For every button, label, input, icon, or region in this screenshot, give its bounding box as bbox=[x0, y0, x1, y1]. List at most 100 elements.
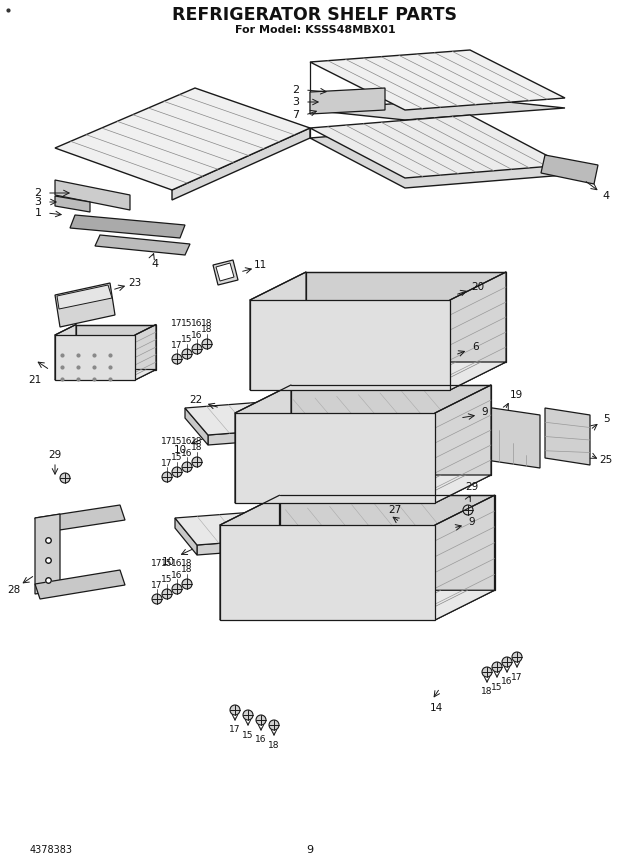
Text: 18: 18 bbox=[191, 437, 203, 447]
Text: 10: 10 bbox=[161, 557, 175, 567]
Circle shape bbox=[463, 505, 473, 515]
Circle shape bbox=[162, 472, 172, 482]
Polygon shape bbox=[235, 475, 491, 503]
Text: 18: 18 bbox=[191, 443, 203, 453]
Text: 17: 17 bbox=[161, 459, 173, 468]
Polygon shape bbox=[197, 525, 462, 555]
Circle shape bbox=[162, 589, 172, 599]
Circle shape bbox=[152, 594, 162, 604]
Text: 2: 2 bbox=[35, 188, 42, 198]
Text: 18: 18 bbox=[268, 740, 280, 749]
Circle shape bbox=[492, 662, 502, 672]
Text: 17: 17 bbox=[151, 560, 162, 568]
Text: 22: 22 bbox=[189, 395, 203, 405]
Polygon shape bbox=[310, 88, 385, 114]
Text: 9: 9 bbox=[469, 517, 476, 527]
Circle shape bbox=[172, 467, 182, 477]
Text: 18: 18 bbox=[202, 319, 213, 327]
Text: 21: 21 bbox=[29, 375, 42, 385]
Text: 16: 16 bbox=[181, 437, 193, 447]
Polygon shape bbox=[435, 385, 491, 503]
Text: 6: 6 bbox=[472, 342, 479, 352]
Text: 5: 5 bbox=[603, 414, 609, 424]
Polygon shape bbox=[172, 128, 310, 200]
Circle shape bbox=[182, 579, 192, 589]
Circle shape bbox=[192, 457, 202, 467]
Text: 3: 3 bbox=[35, 197, 42, 207]
Polygon shape bbox=[250, 300, 450, 390]
Text: 1: 1 bbox=[35, 208, 42, 218]
Polygon shape bbox=[435, 495, 495, 620]
Circle shape bbox=[502, 657, 512, 667]
Text: 15: 15 bbox=[161, 575, 173, 585]
Text: 18: 18 bbox=[202, 325, 213, 335]
Text: 15: 15 bbox=[181, 336, 193, 344]
Text: 3: 3 bbox=[293, 97, 299, 107]
Polygon shape bbox=[35, 570, 125, 599]
Text: 19: 19 bbox=[510, 390, 523, 400]
Text: 15: 15 bbox=[491, 683, 503, 691]
Text: 17: 17 bbox=[512, 672, 523, 682]
Text: 17: 17 bbox=[161, 437, 173, 447]
Polygon shape bbox=[55, 369, 156, 380]
Text: 16: 16 bbox=[191, 319, 203, 327]
Text: 15: 15 bbox=[181, 319, 193, 327]
Circle shape bbox=[202, 339, 212, 349]
Polygon shape bbox=[55, 196, 90, 212]
Circle shape bbox=[256, 715, 266, 725]
Polygon shape bbox=[250, 362, 506, 390]
Text: 28: 28 bbox=[7, 585, 20, 595]
Polygon shape bbox=[250, 272, 306, 390]
Text: 17: 17 bbox=[151, 580, 162, 590]
Polygon shape bbox=[216, 263, 234, 281]
Polygon shape bbox=[310, 115, 565, 178]
Polygon shape bbox=[208, 415, 468, 445]
Text: 16: 16 bbox=[171, 560, 183, 568]
Polygon shape bbox=[235, 385, 291, 503]
Polygon shape bbox=[306, 272, 506, 362]
Text: 20: 20 bbox=[471, 282, 485, 292]
Polygon shape bbox=[76, 325, 156, 369]
Polygon shape bbox=[55, 283, 115, 327]
Polygon shape bbox=[213, 260, 238, 285]
Text: 29: 29 bbox=[466, 482, 479, 492]
Polygon shape bbox=[185, 388, 468, 435]
Text: 15: 15 bbox=[242, 730, 254, 740]
Polygon shape bbox=[175, 498, 462, 545]
Circle shape bbox=[60, 473, 70, 483]
Polygon shape bbox=[235, 413, 435, 503]
Circle shape bbox=[230, 705, 240, 715]
Text: 18: 18 bbox=[481, 687, 493, 697]
Text: REFRIGERATOR SHELF PARTS: REFRIGERATOR SHELF PARTS bbox=[172, 6, 458, 24]
Polygon shape bbox=[310, 98, 565, 120]
Polygon shape bbox=[175, 518, 197, 555]
Text: 27: 27 bbox=[388, 505, 402, 515]
Text: 17: 17 bbox=[229, 726, 241, 734]
Text: 9: 9 bbox=[306, 845, 314, 855]
Polygon shape bbox=[450, 272, 506, 390]
Text: 16: 16 bbox=[501, 678, 513, 686]
Circle shape bbox=[269, 720, 279, 730]
Text: 10: 10 bbox=[174, 445, 187, 455]
Text: 4: 4 bbox=[603, 191, 609, 201]
Text: 18: 18 bbox=[181, 566, 193, 574]
Circle shape bbox=[482, 667, 492, 677]
Text: 18: 18 bbox=[181, 560, 193, 568]
Circle shape bbox=[192, 344, 202, 354]
Text: 16: 16 bbox=[171, 571, 183, 579]
Polygon shape bbox=[220, 591, 495, 620]
Polygon shape bbox=[291, 385, 491, 475]
Text: 15: 15 bbox=[171, 454, 183, 462]
Circle shape bbox=[512, 652, 522, 662]
Text: 17: 17 bbox=[171, 340, 183, 350]
Polygon shape bbox=[55, 88, 310, 190]
Text: 17: 17 bbox=[171, 319, 183, 327]
Text: 25: 25 bbox=[600, 455, 613, 465]
Polygon shape bbox=[70, 215, 185, 238]
Text: 15: 15 bbox=[171, 437, 183, 447]
Text: 7: 7 bbox=[293, 110, 299, 120]
Polygon shape bbox=[310, 125, 565, 188]
Text: 16: 16 bbox=[255, 735, 267, 745]
Text: 11: 11 bbox=[254, 260, 267, 270]
Polygon shape bbox=[55, 325, 76, 380]
